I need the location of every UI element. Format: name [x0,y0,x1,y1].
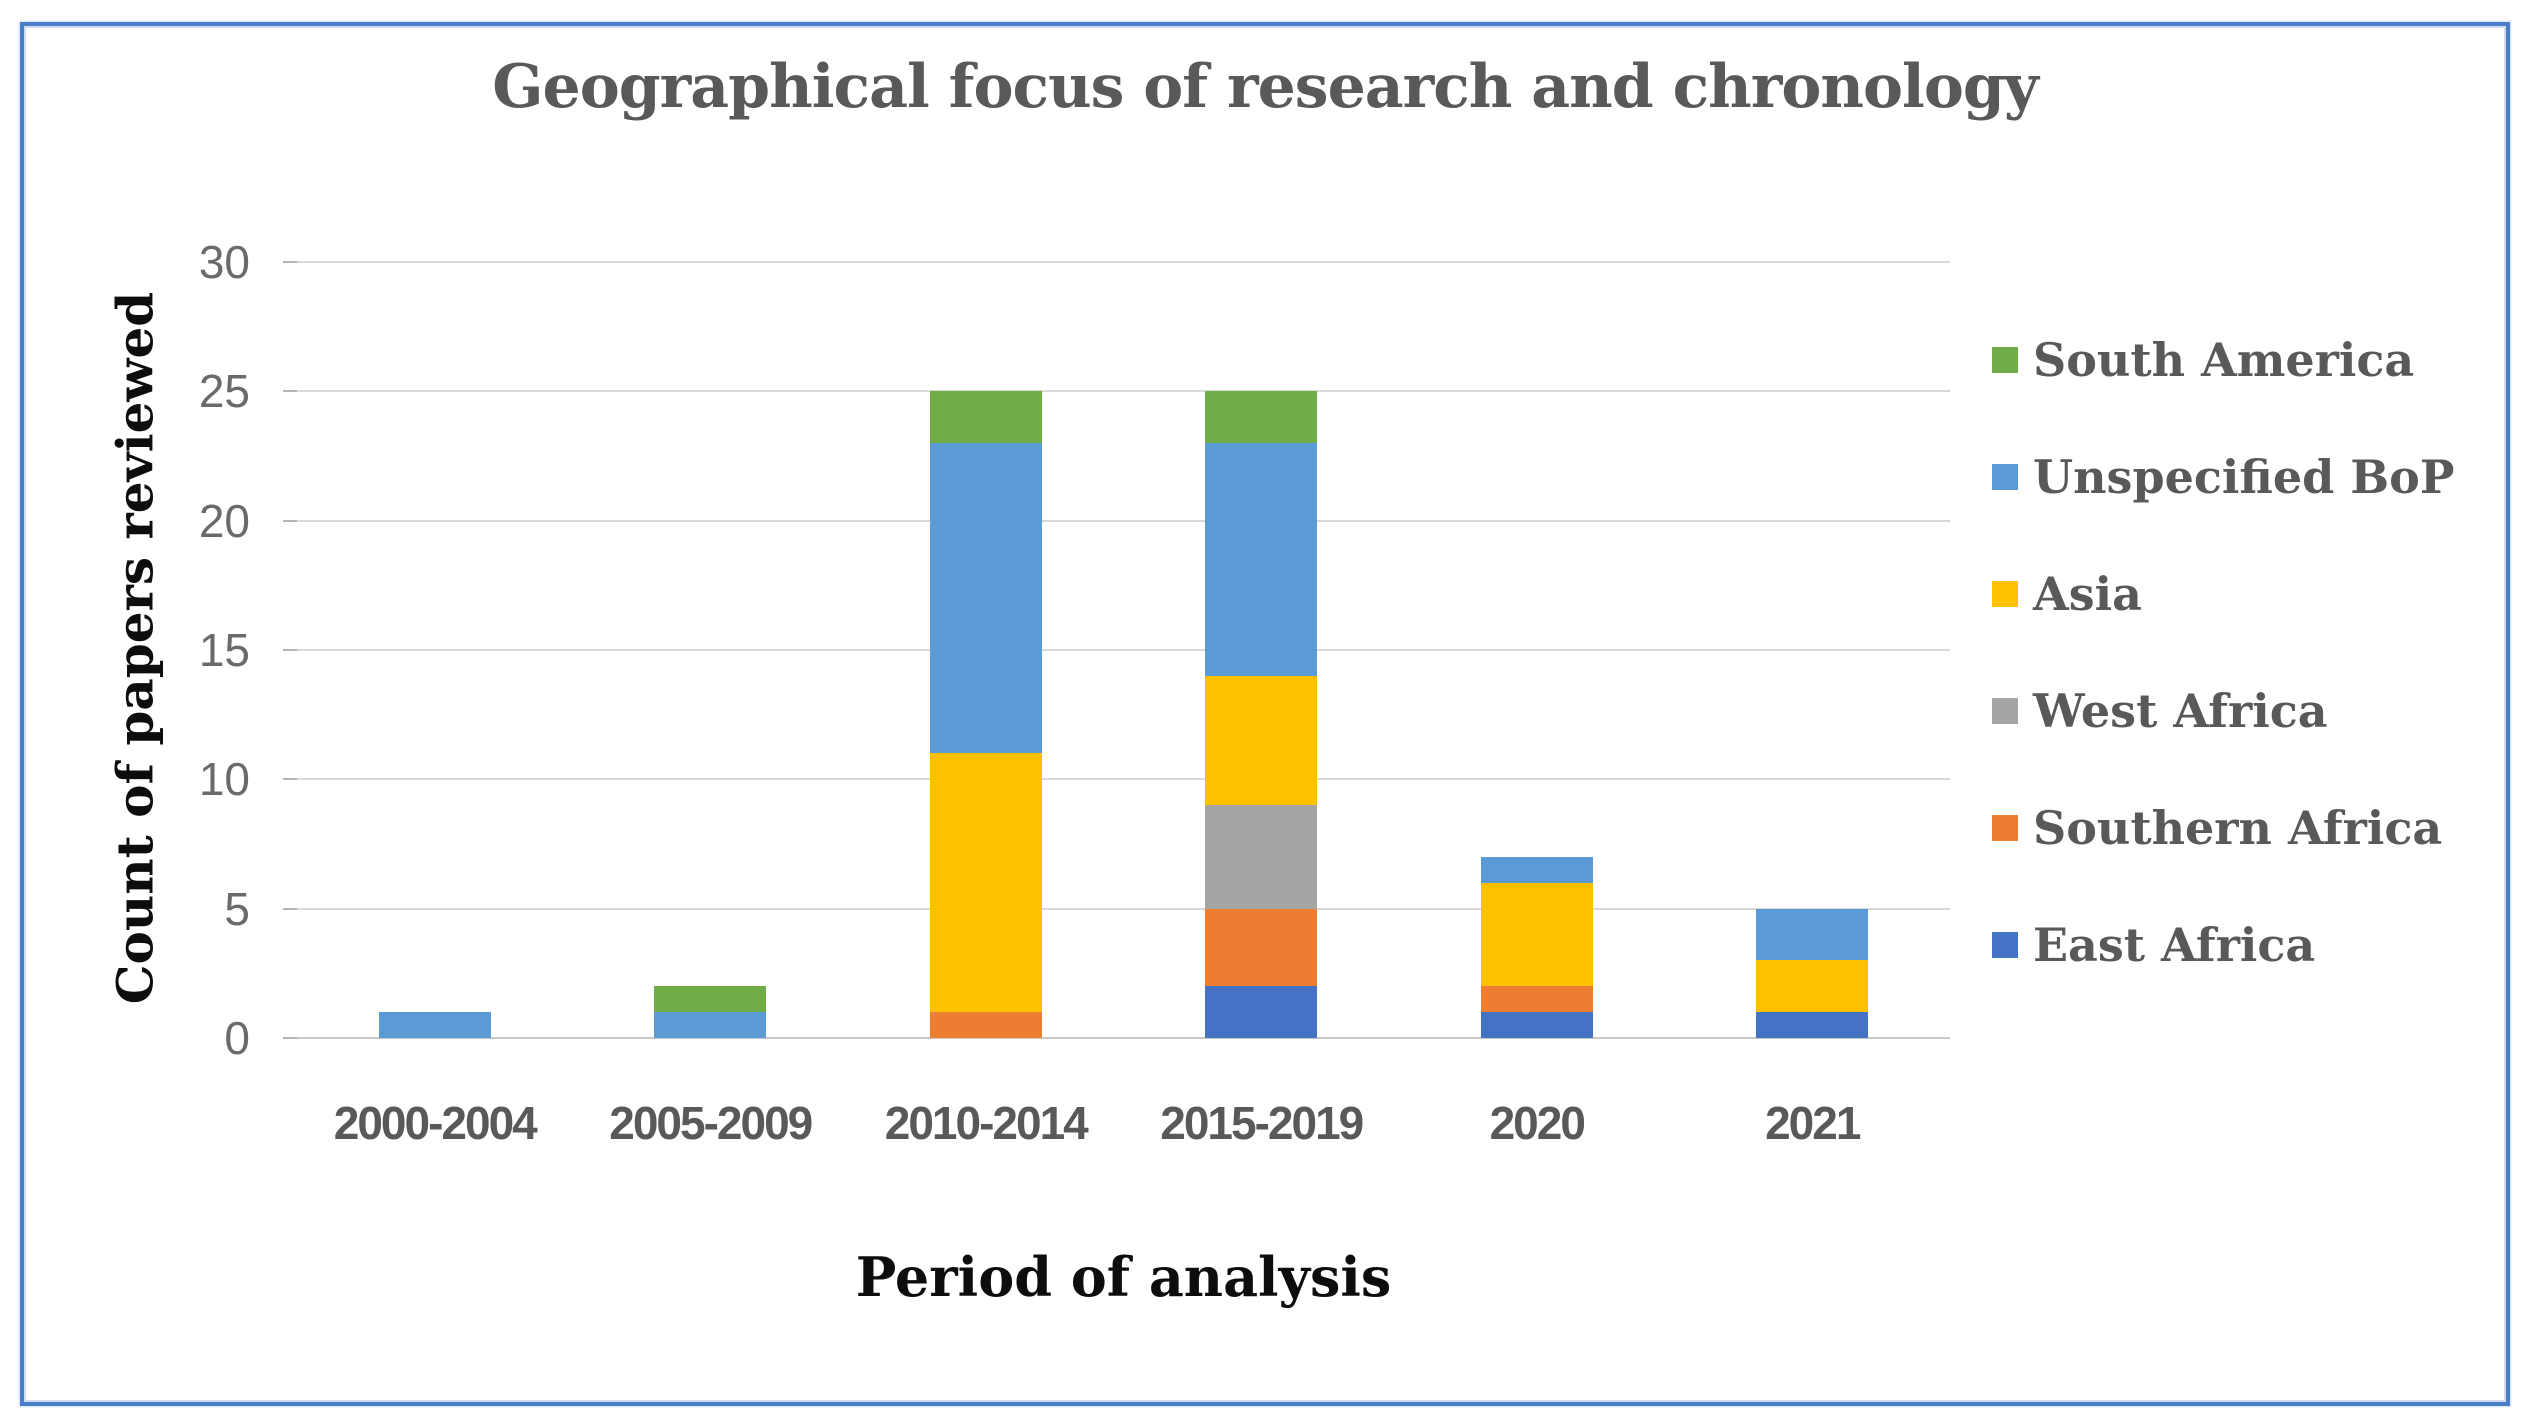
x-tick-label-2021: 2021 [1765,1097,1861,1149]
legend-item-east-africa: East Africa [1992,886,2454,1003]
bar-segment-asia-2020 [1480,882,1593,987]
y-tick-mark-10 [283,778,297,781]
y-tick-mark-25 [283,390,297,393]
gridline-20 [297,519,1950,522]
bar-segment-asia-2015-2019 [1205,675,1318,806]
legend-item-south-america: South America [1992,301,2454,418]
x-tick-label-2005-2009: 2005-2009 [609,1097,813,1149]
bar-segment-unspecified-bop-2005-2009 [654,1012,767,1038]
bar-segment-east-africa-2015-2019 [1205,986,1318,1038]
bar-segment-southern-africa-2020 [1480,986,1593,1013]
bar-segment-unspecified-bop-2021 [1756,908,1869,961]
legend-marker-east-africa [1992,931,2018,958]
y-tick-label-20: 20 [198,494,250,547]
bar-segment-east-africa-2021 [1756,1012,1869,1038]
y-tick-mark-5 [283,907,297,910]
legend-marker-southern-africa [1992,814,2018,841]
bar-segment-unspecified-bop-2020 [1480,856,1593,883]
legend-marker-south-america [1992,346,2018,373]
chart-title: Geographical focus of research and chron… [492,52,2038,122]
gridline-30 [297,261,1950,263]
bar-segment-east-africa-2020 [1480,1012,1593,1038]
y-tick-label-0: 0 [224,1012,250,1064]
legend-item-west-africa: West Africa [1992,652,2454,769]
legend-marker-asia [1992,580,2018,607]
bar-segment-south-america-2005-2009 [654,986,767,1013]
gridline-0 [297,1037,1950,1039]
legend-label: Asia [2033,566,2142,621]
bar-segment-unspecified-bop-2000-2004 [378,1012,491,1038]
bar-segment-west-africa-2015-2019 [1205,805,1318,909]
y-tick-mark-30 [283,261,297,263]
y-tick-mark-0 [283,1037,297,1039]
y-tick-label-10: 10 [198,753,250,806]
legend-label: Unspecified BoP [2033,449,2455,504]
bar-segment-southern-africa-2010-2014 [929,1012,1042,1038]
y-tick-label-5: 5 [224,882,250,935]
bar-segment-asia-2021 [1756,960,1869,1013]
legend-label: South America [2033,332,2415,387]
bar-segment-south-america-2010-2014 [929,391,1042,444]
y-tick-mark-15 [283,649,297,651]
gridline-10 [297,778,1950,781]
bar-segment-southern-africa-2015-2019 [1205,908,1318,987]
x-tick-label-2010-2014: 2010-2014 [884,1097,1089,1149]
bar-segment-asia-2010-2014 [929,753,1042,1013]
legend-label: West Africa [2033,683,2328,738]
bar-segment-unspecified-bop-2010-2014 [929,443,1042,754]
y-tick-mark-20 [283,519,297,522]
gridline-15 [297,649,1950,651]
y-tick-label-25: 25 [198,365,250,418]
y-tick-label-30: 30 [198,236,250,288]
legend-marker-west-africa [1992,697,2018,724]
x-tick-label-2015-2019: 2015-2019 [1160,1097,1364,1149]
x-axis-title: Period of analysis [855,1245,1392,1309]
legend: South America Unspecified BoP Asia West Afr… [1992,301,2454,1003]
legend-label: East Africa [2033,917,2316,972]
gridline-25 [297,390,1950,393]
legend-label: Southern Africa [2033,800,2443,855]
bar-segment-south-america-2015-2019 [1205,391,1318,444]
bar-segment-unspecified-bop-2015-2019 [1205,443,1318,676]
y-tick-label-15: 15 [198,624,250,676]
x-tick-label-2000-2004: 2000-2004 [333,1097,538,1149]
legend-item-unspecified-bop: Unspecified BoP [1992,418,2454,535]
legend-item-southern-africa: Southern Africa [1992,769,2454,886]
legend-marker-unspecified-bop [1992,463,2018,490]
x-tick-label-2020: 2020 [1489,1097,1586,1149]
gridline-5 [297,907,1950,910]
legend-item-asia: Asia [1992,535,2454,652]
